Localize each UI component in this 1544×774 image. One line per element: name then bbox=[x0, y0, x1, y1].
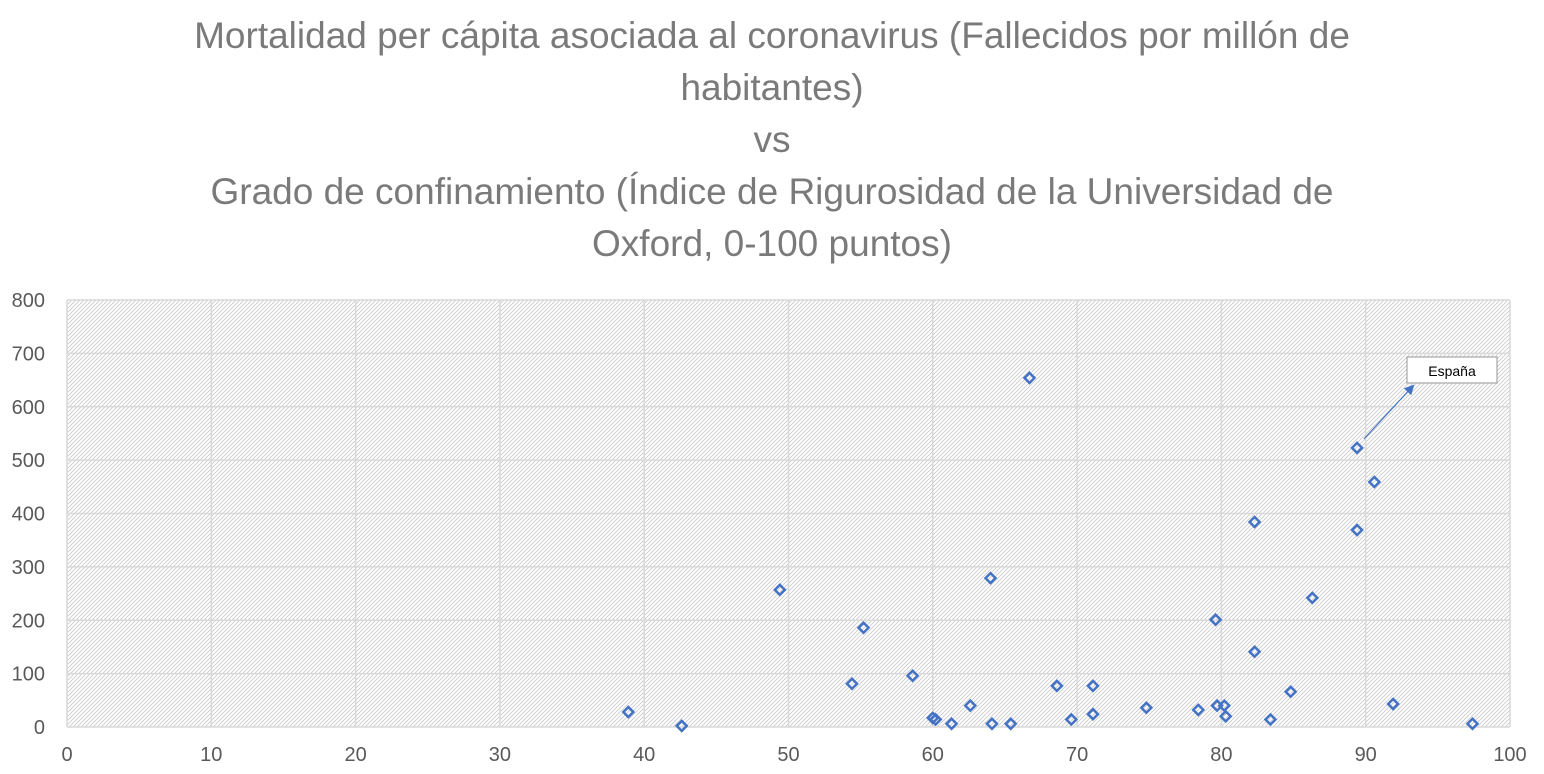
annotation-label: España bbox=[1428, 363, 1476, 379]
x-tick-label: 30 bbox=[489, 744, 511, 766]
data-point bbox=[674, 719, 689, 733]
x-axis-tick-labels: 0 10 20 30 40 50 60 70 80 90 100 bbox=[61, 744, 1526, 766]
x-tick-label: 50 bbox=[777, 744, 799, 766]
data-point bbox=[845, 676, 859, 691]
x-tick-label: 90 bbox=[1355, 744, 1377, 766]
chart-title-line: Oxford, 0-100 puntos) bbox=[592, 223, 952, 264]
data-points bbox=[621, 371, 1480, 733]
data-point bbox=[1003, 717, 1018, 731]
data-point bbox=[856, 620, 871, 635]
y-tick-label: 300 bbox=[12, 557, 45, 579]
data-point bbox=[1191, 703, 1206, 717]
data-point bbox=[1305, 591, 1320, 605]
chart-title-line: Grado de confinamiento (Índice de Riguro… bbox=[210, 171, 1334, 212]
x-tick-label: 20 bbox=[344, 744, 366, 766]
chart-title-line: vs bbox=[753, 119, 791, 160]
data-point bbox=[1050, 679, 1064, 693]
data-point bbox=[944, 717, 959, 731]
data-point bbox=[1367, 475, 1382, 489]
data-point bbox=[1247, 644, 1262, 659]
annotations: España bbox=[1363, 356, 1498, 440]
chart-title-line: Mortalidad per cápita asociada al corona… bbox=[194, 15, 1350, 56]
x-tick-label: 40 bbox=[633, 744, 655, 766]
data-point bbox=[1350, 523, 1364, 537]
data-point bbox=[928, 712, 943, 727]
data-point bbox=[1086, 707, 1100, 721]
y-tick-label: 600 bbox=[12, 397, 45, 419]
y-axis-tick-labels: 0 100 200 300 400 500 600 700 800 bbox=[12, 290, 45, 739]
y-tick-label: 800 bbox=[12, 290, 45, 312]
data-point bbox=[1208, 612, 1223, 627]
y-tick-label: 0 bbox=[34, 717, 45, 739]
annotation-box bbox=[1406, 356, 1498, 384]
data-point bbox=[1247, 515, 1262, 529]
y-tick-label: 400 bbox=[12, 504, 45, 526]
data-point bbox=[985, 717, 999, 731]
data-point bbox=[1350, 441, 1364, 455]
y-tick-label: 500 bbox=[12, 450, 45, 472]
x-tick-label: 60 bbox=[922, 744, 944, 766]
data-point bbox=[1064, 712, 1079, 727]
data-point bbox=[1465, 717, 1480, 731]
x-tick-label: 80 bbox=[1210, 744, 1232, 766]
x-tick-label: 0 bbox=[61, 744, 72, 766]
data-point bbox=[773, 583, 787, 597]
gridlines bbox=[66, 299, 1511, 728]
x-tick-label: 70 bbox=[1066, 744, 1088, 766]
chart-title-line: habitantes) bbox=[680, 67, 864, 108]
data-point bbox=[1139, 701, 1154, 715]
y-tick-label: 700 bbox=[12, 343, 45, 365]
data-point bbox=[905, 668, 920, 683]
x-tick-label: 100 bbox=[1493, 744, 1526, 766]
data-point bbox=[621, 705, 636, 719]
data-point bbox=[1263, 712, 1278, 727]
y-tick-label: 100 bbox=[12, 664, 45, 686]
annotation-arrow bbox=[1363, 384, 1415, 440]
data-point bbox=[1218, 709, 1233, 724]
data-point bbox=[1283, 685, 1298, 699]
data-point bbox=[983, 571, 998, 585]
x-tick-label: 10 bbox=[200, 744, 222, 766]
data-point bbox=[1086, 679, 1100, 693]
data-point bbox=[1386, 697, 1400, 711]
data-point bbox=[1217, 698, 1232, 713]
chart-title: Mortalidad per cápita asociada al corona… bbox=[0, 10, 1544, 270]
y-tick-label: 200 bbox=[12, 610, 45, 632]
data-point bbox=[963, 698, 978, 713]
data-point bbox=[1022, 371, 1037, 385]
